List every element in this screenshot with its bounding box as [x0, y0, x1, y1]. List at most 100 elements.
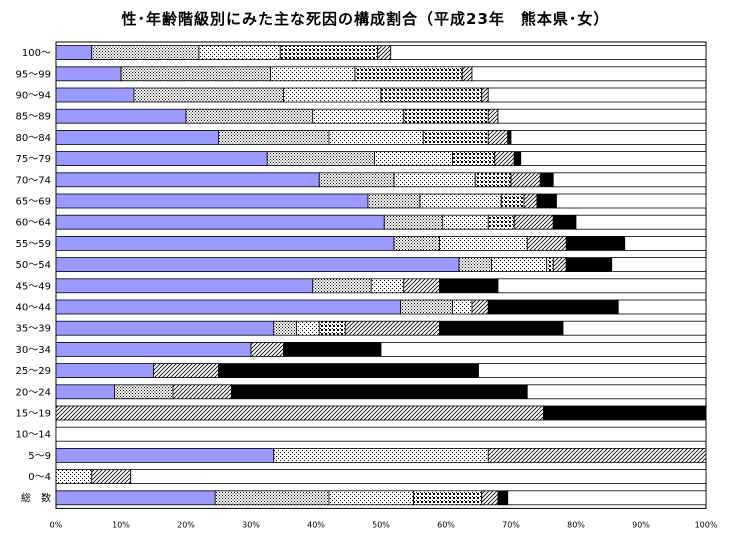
bar-segment: [513, 214, 554, 230]
bar-segment: [497, 490, 509, 506]
bar-segment: [403, 278, 440, 294]
category-label: 20～24: [16, 387, 51, 398]
category-label: 60～64: [16, 218, 51, 229]
bar-segment: [487, 447, 707, 463]
bar-segment: [55, 299, 401, 315]
bar-segment: [526, 235, 567, 251]
bar-segment: [543, 405, 707, 421]
category-label: 75～79: [16, 154, 51, 165]
bar-segment: [55, 257, 460, 273]
bar-segment: [422, 129, 489, 145]
category-label: 40～44: [16, 303, 51, 314]
bar-segment: [55, 278, 314, 294]
bar-segment: [552, 257, 567, 273]
category-label: 100～: [22, 48, 51, 59]
category-label: 25～29: [16, 366, 51, 377]
bar-segment: [153, 363, 219, 379]
bar-segment: [507, 129, 512, 145]
bar-segment: [283, 341, 382, 357]
bar-segment: [562, 320, 707, 336]
bar-segment: [231, 384, 528, 400]
bar-segment: [513, 151, 522, 167]
bar-segment: [471, 299, 489, 315]
bar-segment: [487, 87, 707, 103]
bar-segment: [497, 108, 707, 124]
bar-segment: [55, 363, 154, 379]
bar-segment: [458, 257, 492, 273]
bar-segment: [487, 299, 619, 315]
bar-segment: [55, 108, 187, 124]
x-tick-label: 50%: [372, 520, 390, 529]
x-tick-label: 80%: [567, 520, 585, 529]
bar-segment: [487, 108, 499, 124]
bar-segment: [55, 235, 395, 251]
bar-segment: [133, 87, 284, 103]
bar-segment: [367, 193, 421, 209]
x-tick-label: 90%: [632, 520, 650, 529]
bar-segment: [370, 278, 405, 294]
bar-segment: [400, 299, 453, 315]
category-label: 15～19: [16, 409, 51, 420]
bar-segment: [452, 151, 496, 167]
bar-segment: [439, 235, 528, 251]
bar-segment: [552, 214, 577, 230]
bar-segment: [250, 341, 284, 357]
bar-segment: [55, 469, 93, 485]
bar-segment: [273, 320, 297, 336]
bar-segment: [487, 129, 509, 145]
bar-segment: [218, 129, 330, 145]
bar-segment: [354, 66, 463, 82]
bar-segment: [283, 87, 382, 103]
bar-segment: [383, 214, 444, 230]
x-tick-label: 100%: [695, 520, 718, 529]
bar-segment: [266, 151, 375, 167]
bar-segment: [380, 87, 483, 103]
bar-segment: [413, 490, 483, 506]
bar-segment: [318, 172, 395, 188]
bar-segment: [471, 66, 707, 82]
x-tick-label: 70%: [502, 520, 520, 529]
bar-segment: [214, 490, 330, 506]
bar-segment: [55, 214, 385, 230]
plot-area-border: [55, 41, 707, 509]
bar-segment: [526, 384, 707, 400]
bar-segment: [270, 66, 356, 82]
bar-segment: [55, 320, 275, 336]
bar-segment: [487, 214, 515, 230]
bar-segment: [55, 490, 216, 506]
x-tick-label: 30%: [242, 520, 260, 529]
bar-segment: [481, 87, 489, 103]
category-label: 0～4: [28, 472, 51, 483]
bar-segment: [494, 151, 515, 167]
bar-segment: [481, 490, 499, 506]
bar-segment: [55, 193, 369, 209]
bar-segment: [328, 490, 414, 506]
bar-segment: [393, 172, 476, 188]
bar-segment: [55, 129, 219, 145]
bar-segment: [390, 45, 707, 60]
x-tick-label: 40%: [307, 520, 325, 529]
bar-segment: [55, 405, 544, 421]
category-label: 95～99: [16, 69, 51, 80]
bar-segment: [312, 278, 372, 294]
bar-segment: [393, 235, 440, 251]
category-label: 30～34: [16, 345, 51, 356]
bar-segment: [478, 363, 707, 379]
bar-segment: [55, 172, 320, 188]
bar-segment: [442, 214, 489, 230]
bar-segment: [510, 129, 707, 145]
bar-segment: [344, 320, 440, 336]
category-label: 5～9: [28, 451, 51, 462]
bar-segment: [403, 108, 489, 124]
bar-segment: [55, 447, 275, 463]
bar-segment: [556, 193, 707, 209]
bar-segment: [114, 384, 174, 400]
bar-segment: [523, 193, 538, 209]
bar-segment: [624, 235, 707, 251]
bar-segment: [575, 214, 707, 230]
bar-segment: [439, 278, 499, 294]
bar-segment: [510, 172, 541, 188]
bar-segment: [552, 172, 707, 188]
category-label: 80～84: [16, 133, 51, 144]
